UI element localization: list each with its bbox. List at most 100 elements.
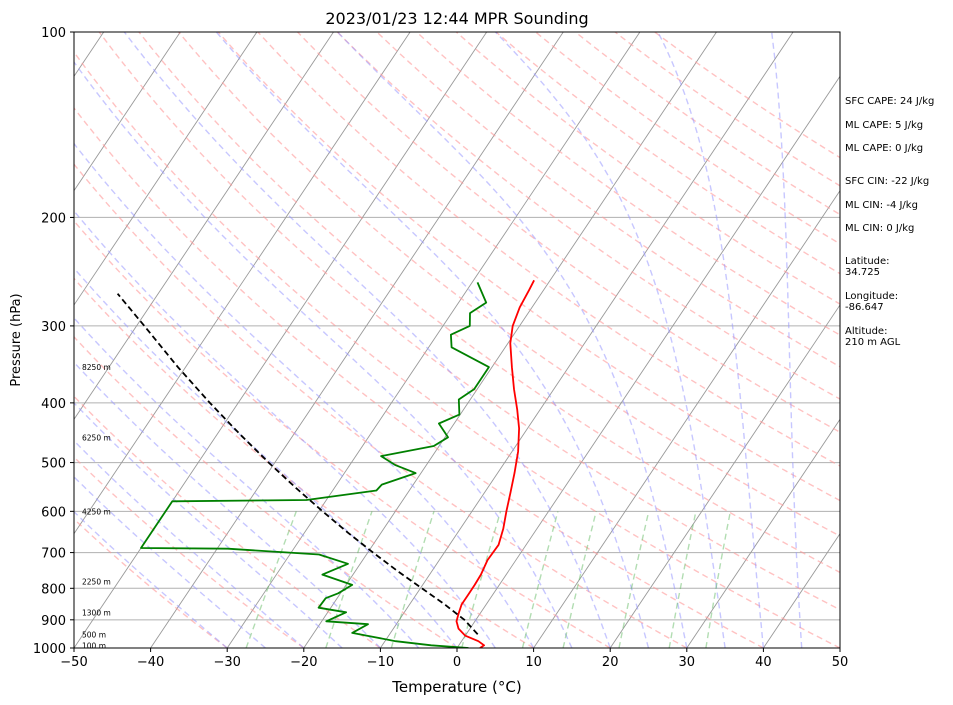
dry-adiabat-line (98, 32, 840, 611)
y-tick-label: 500 (41, 457, 66, 472)
ml-cin-text-2: ML CIN: 0 J/kg (845, 223, 914, 234)
height-label: 100 m (82, 641, 106, 650)
dry-adiabat-line (74, 106, 764, 648)
y-axis: 1000 900 800 700 600 500 400 300 200 100 (33, 26, 74, 657)
moist-adiabat-line (74, 439, 305, 648)
sfc-cape-text: SFC CAPE: 24 J/kg (845, 96, 934, 107)
dry-adiabat-line (74, 163, 688, 648)
mixing-ratio-line (461, 511, 502, 648)
moist-adiabat-line (74, 401, 343, 648)
series-line-0 (455, 279, 535, 648)
y-tick-label: 800 (41, 582, 66, 597)
moist-adiabat-line (74, 510, 228, 648)
x-tick-label: −40 (137, 655, 164, 670)
isotherm-line (74, 32, 488, 648)
dry-adiabat-line (74, 335, 458, 648)
latitude-value: 34.725 (845, 267, 880, 278)
dry-adiabat-line (74, 395, 381, 648)
y-tick-label: 100 (41, 26, 66, 41)
mixing-ratio-line (390, 511, 435, 648)
chart-title: 2023/01/23 12:44 MPR Sounding (325, 9, 588, 28)
y-tick-label: 400 (41, 397, 66, 412)
y-tick-label: 200 (41, 211, 66, 226)
isotherm-line (609, 304, 840, 648)
isotherm-line (763, 532, 840, 648)
x-tick-label: −30 (213, 655, 240, 670)
dry-adiabat-line (257, 32, 840, 467)
y-tick-label: 300 (41, 320, 66, 335)
mixing-ratio-line (245, 511, 297, 648)
x-tick-label: −10 (367, 655, 394, 670)
dry-adiabat-line (336, 32, 840, 400)
moist-adiabat-line (336, 32, 688, 648)
series-line-1 (140, 282, 490, 648)
longitude-label: Longitude: (845, 291, 898, 302)
height-label: 6250 m (82, 433, 111, 442)
dry-adiabat-line (416, 32, 840, 336)
dry-adiabat-line (74, 51, 840, 648)
altitude-label: Altitude: (845, 326, 887, 337)
x-axis-label: Temperature (°C) (391, 678, 521, 696)
mixing-ratio-line (618, 511, 650, 648)
isotherm-line (74, 32, 334, 421)
sfc-cin-text: SFC CIN: -22 J/kg (845, 176, 929, 187)
x-axis: −50 −40 −30 −20 −10 0 10 20 30 40 50 (60, 648, 848, 670)
dry-adiabat-line (376, 32, 840, 368)
isotherm-line (226, 32, 641, 648)
moist-adiabat-line (657, 32, 765, 648)
x-tick-label: −20 (290, 655, 317, 670)
ml-cape-text-2: ML CAPE: 0 J/kg (845, 143, 923, 154)
y-tick-label: 900 (41, 614, 66, 629)
ml-cape-text: ML CAPE: 5 J/kg (845, 120, 923, 131)
y-tick-label: 1000 (33, 642, 66, 657)
longitude-value: -86.647 (845, 302, 884, 313)
isotherm-line (74, 32, 411, 535)
isotherm-line (456, 75, 840, 648)
y-tick-label: 600 (41, 505, 66, 520)
mixing-ratio-line (668, 511, 697, 648)
moist-adiabat-line (74, 267, 458, 648)
x-tick-label: 50 (832, 655, 849, 670)
height-label: 2250 m (82, 578, 111, 587)
altitude-value: 210 m AGL (845, 337, 901, 348)
dry-adiabat-line (74, 277, 534, 648)
plot-frame (73, 31, 841, 649)
isotherm-line (150, 32, 564, 648)
moist-adiabat-line (74, 60, 573, 648)
x-tick-label: 20 (602, 655, 619, 670)
latitude-label: Latitude: (845, 256, 890, 267)
moist-adiabat-line (771, 32, 803, 648)
y-axis-label: Pressure (hPa) (9, 293, 24, 386)
dry-adiabat-line (74, 518, 228, 648)
moist-adiabat-line (494, 32, 726, 648)
mixing-ratio-line (521, 511, 559, 648)
dry-adiabat-line (217, 32, 840, 502)
height-label: 1300 m (82, 608, 111, 617)
moist-adiabat-line (74, 316, 420, 648)
x-tick-label: −50 (60, 655, 87, 670)
isotherm-line (686, 418, 840, 648)
ml-cin-text: ML CIN: -4 J/kg (845, 200, 918, 211)
x-tick-label: 0 (453, 655, 461, 670)
isotherm-line (74, 32, 181, 192)
x-tick-label: 10 (525, 655, 542, 670)
mixing-ratio-line (325, 511, 373, 648)
moist-adiabat-line (74, 142, 535, 648)
plot-area: 8250 m 6250 m 4250 m 2250 m 1300 m 500 m 100 m (74, 32, 840, 650)
y-tick-label: 700 (41, 547, 66, 562)
isotherm-line (380, 32, 794, 648)
isotherm-line (74, 32, 258, 306)
dry-adiabat-line (178, 32, 840, 537)
mixing-ratio-line (705, 511, 732, 648)
moist-adiabat-line (123, 32, 611, 648)
dry-adiabat-line (138, 32, 840, 574)
dry-adiabat-line (654, 32, 840, 159)
height-label: 500 m (82, 630, 106, 639)
dry-adiabat-line (74, 219, 611, 648)
mixing-ratio-line (562, 511, 597, 648)
height-label: 4250 m (82, 507, 111, 516)
height-label: 8250 m (82, 363, 111, 372)
x-tick-label: 30 (679, 655, 696, 670)
isotherm-line (533, 189, 840, 648)
